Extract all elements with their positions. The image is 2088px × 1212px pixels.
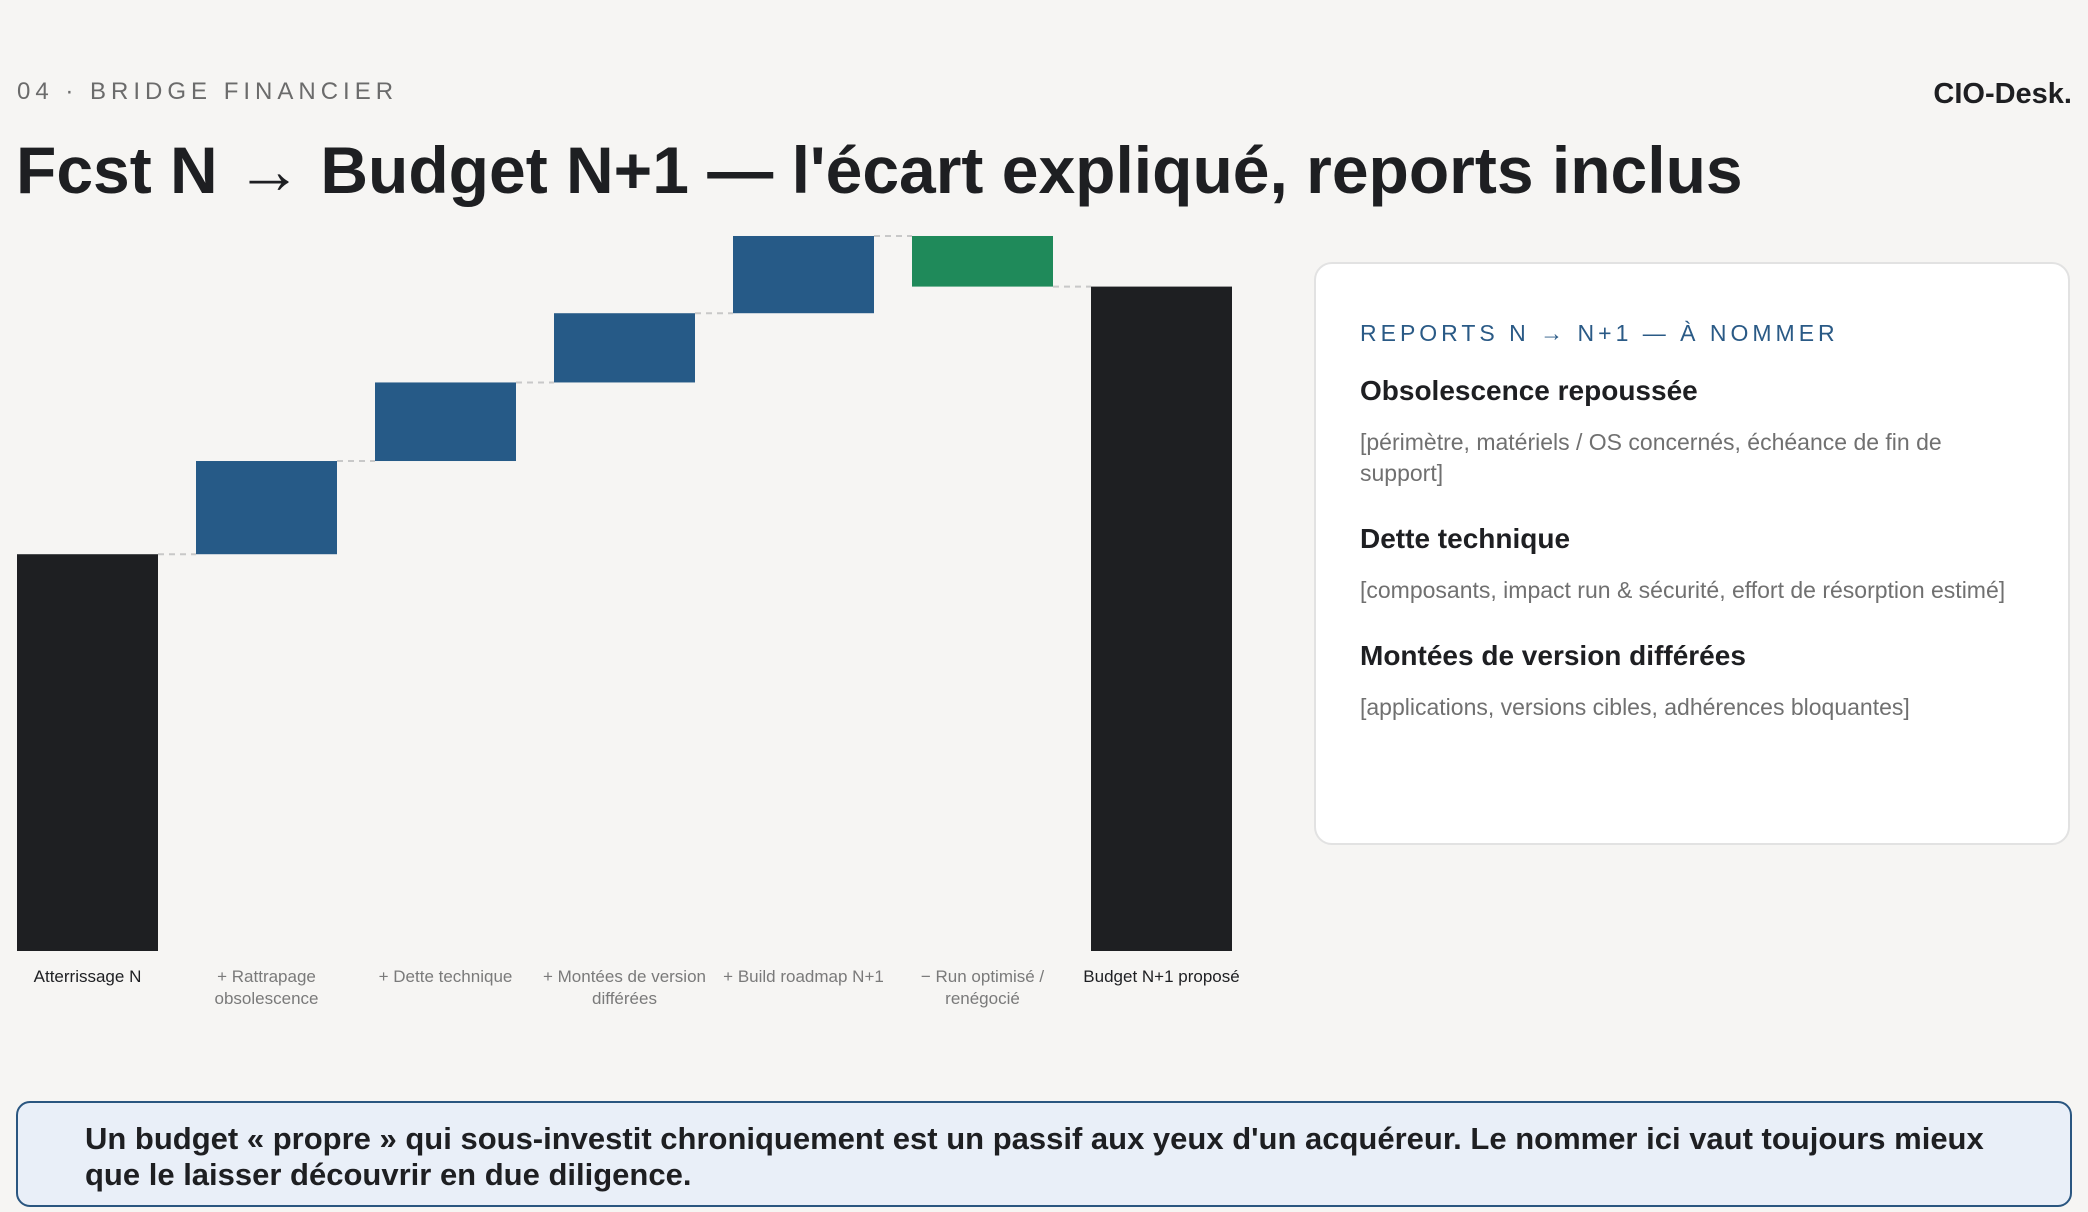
card-heading: REPORTS N → N+1 — À NOMMER [1360, 320, 1839, 346]
chart [17, 234, 1232, 952]
callout: Un budget « propre » qui sous-investit c… [16, 1101, 2072, 1207]
brand: CIO-Desk. [1933, 78, 2072, 110]
bar [375, 382, 516, 462]
card-items: Obsolescence repoussée [périmètre, matéri… [1360, 375, 2024, 723]
bar [1091, 286, 1232, 952]
item-text: [périmètre, matériels / OS concernés, éc… [1360, 429, 1942, 486]
item-text: [applications, versions cibles, adhérenc… [1360, 694, 1910, 720]
bar [196, 461, 337, 555]
x-tick-label: Budget N+1 proposé [1083, 967, 1240, 986]
bar [733, 235, 874, 314]
bar [912, 235, 1053, 287]
item-title: Obsolescence repoussée [1360, 375, 1698, 406]
eyebrow: 04 · BRIDGE FINANCIER [17, 78, 399, 105]
x-tick-label: + Build roadmap N+1 [723, 967, 884, 986]
x-tick-label: − Run optimisé / renégocié [920, 967, 1045, 1008]
x-tick-label: + Rattrapage obsolescence [214, 967, 319, 1008]
x-tick-label: + Dette technique [378, 967, 513, 986]
page-title: Fcst N → Budget N+1 — l'écart expliqué, … [16, 133, 1743, 207]
item-title: Montées de version différées [1360, 640, 1746, 671]
bar [17, 554, 158, 951]
item-title: Dette technique [1360, 523, 1571, 554]
bar [554, 313, 695, 383]
x-tick-label: + Montées de version différées [542, 967, 706, 1008]
item-text: [composants, impact run & sécurité, effo… [1360, 577, 2006, 603]
reports-card: REPORTS N → N+1 — À NOMMER Obsolescence … [1314, 262, 2070, 845]
x-tick-label: Atterrissage N [33, 967, 142, 986]
